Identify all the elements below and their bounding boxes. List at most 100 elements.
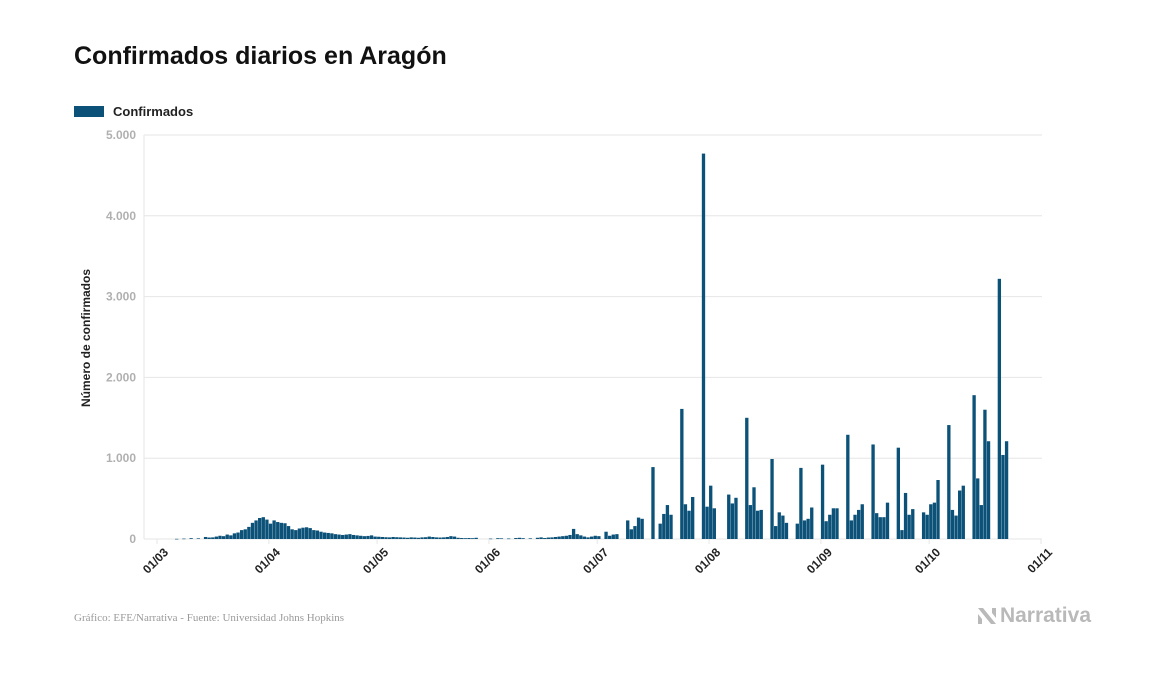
x-tick-label: 01/03 bbox=[140, 545, 171, 576]
bar bbox=[831, 508, 836, 539]
bar bbox=[420, 537, 424, 539]
bar bbox=[907, 514, 911, 539]
bar bbox=[250, 522, 255, 539]
bar bbox=[589, 536, 594, 539]
bar bbox=[424, 537, 428, 539]
bar bbox=[402, 537, 406, 539]
bar bbox=[463, 538, 468, 539]
bar bbox=[355, 535, 359, 539]
bar bbox=[283, 523, 287, 539]
bar bbox=[712, 508, 716, 539]
bar bbox=[777, 512, 781, 539]
bar bbox=[553, 536, 558, 539]
bar bbox=[539, 537, 543, 539]
bar bbox=[983, 409, 987, 539]
bar bbox=[528, 538, 532, 539]
bar bbox=[582, 536, 587, 539]
bar bbox=[514, 538, 518, 539]
bar bbox=[597, 536, 601, 539]
bar bbox=[550, 537, 554, 539]
bar bbox=[265, 519, 269, 539]
bar bbox=[409, 537, 413, 539]
bar bbox=[452, 536, 457, 539]
bar bbox=[593, 535, 597, 539]
bar bbox=[856, 509, 861, 539]
bar bbox=[730, 503, 735, 539]
bar bbox=[802, 520, 807, 539]
bar bbox=[896, 447, 900, 539]
legend-swatch bbox=[74, 106, 104, 117]
bar bbox=[380, 536, 385, 539]
bar bbox=[218, 535, 222, 539]
chart-title: Confirmados diarios en Aragón bbox=[74, 42, 447, 70]
bar bbox=[431, 536, 435, 539]
bar bbox=[615, 534, 619, 539]
bar bbox=[575, 534, 579, 539]
bar bbox=[499, 538, 504, 539]
bar bbox=[781, 515, 785, 539]
bar bbox=[474, 537, 478, 539]
bar bbox=[629, 529, 633, 539]
bar bbox=[232, 533, 237, 539]
bar bbox=[467, 538, 471, 539]
bar bbox=[546, 537, 551, 539]
bar bbox=[221, 536, 226, 539]
bar bbox=[925, 514, 929, 539]
bar bbox=[416, 537, 421, 539]
bar bbox=[745, 417, 749, 539]
bar bbox=[456, 537, 460, 539]
bar bbox=[272, 520, 276, 539]
bar bbox=[986, 441, 991, 539]
bar bbox=[824, 521, 828, 539]
bar bbox=[976, 478, 980, 539]
bar bbox=[413, 537, 417, 539]
bar bbox=[626, 520, 630, 539]
bar bbox=[438, 537, 442, 539]
y-tick-label: 1.000 bbox=[106, 451, 136, 465]
bar bbox=[950, 509, 955, 539]
bar bbox=[972, 395, 976, 539]
y-tick-label: 5.000 bbox=[106, 128, 136, 142]
bar bbox=[691, 496, 695, 539]
bar bbox=[770, 459, 774, 539]
bar bbox=[929, 504, 933, 539]
bar bbox=[662, 513, 666, 539]
narrativa-logo-text: Narrativa bbox=[999, 604, 1091, 627]
bar bbox=[878, 517, 882, 539]
bar bbox=[921, 512, 926, 539]
bar bbox=[683, 504, 688, 539]
bar bbox=[330, 533, 334, 539]
bar bbox=[849, 520, 854, 539]
bar bbox=[784, 522, 789, 539]
bar bbox=[286, 526, 291, 539]
bar bbox=[496, 538, 500, 539]
y-tick-label: 0 bbox=[129, 532, 136, 546]
bar bbox=[175, 538, 179, 540]
bar bbox=[997, 278, 1002, 539]
x-tick-label: 01/05 bbox=[360, 545, 391, 576]
bar bbox=[734, 497, 738, 539]
x-axis-ticks: 01/03 01/04 01/05 01/06 01/07 01/08 01/09 01/10… bbox=[140, 539, 1055, 576]
bar bbox=[727, 494, 731, 539]
bar bbox=[755, 510, 760, 539]
bar bbox=[900, 530, 904, 539]
y-axis-label: Número de confirmados bbox=[79, 269, 93, 407]
bar bbox=[669, 514, 673, 539]
x-tick-label: 01/08 bbox=[692, 545, 723, 576]
bar bbox=[470, 538, 475, 539]
bar bbox=[344, 534, 348, 539]
y-axis-ticks: 0 1.000 2.000 3.000 4.000 5.000 bbox=[106, 128, 136, 546]
bar bbox=[806, 518, 810, 539]
bar bbox=[373, 536, 377, 539]
bar bbox=[885, 502, 890, 539]
bar bbox=[211, 537, 215, 539]
bar bbox=[561, 536, 565, 539]
bar bbox=[1004, 441, 1009, 539]
bar bbox=[795, 523, 799, 539]
x-tick-label: 01/11 bbox=[1024, 545, 1055, 576]
bar bbox=[748, 505, 753, 539]
x-tick-label: 01/07 bbox=[580, 545, 611, 576]
bar bbox=[294, 530, 298, 539]
source-footer: Gráfico: EFE/Narrativa - Fuente: Univers… bbox=[74, 612, 345, 624]
bar bbox=[427, 536, 431, 539]
